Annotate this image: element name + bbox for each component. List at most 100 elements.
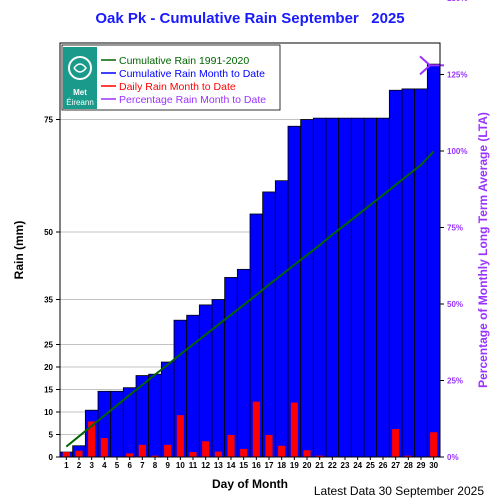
x-tick-label: 26 xyxy=(379,461,388,470)
x-tick-label: 10 xyxy=(176,461,185,470)
right-tick-label: 100% xyxy=(447,147,467,156)
x-tick-label: 24 xyxy=(353,461,362,470)
cumulative-bar xyxy=(160,361,175,458)
x-tick-label: 6 xyxy=(127,461,132,470)
cumulative-bar xyxy=(338,117,352,458)
y-tick-label: 15 xyxy=(44,386,53,395)
cumulative-bar xyxy=(186,314,200,458)
x-tick-label: 8 xyxy=(153,461,158,470)
y-tick-label: 10 xyxy=(44,408,53,417)
legend: Met Éireann Cumulative Rain 1991-2020 Cu… xyxy=(61,44,281,111)
right-tick-label: 0% xyxy=(447,453,459,462)
daily-bar xyxy=(240,448,248,457)
right-axis-label: Percentage of Monthly Long Term Average … xyxy=(476,112,490,388)
y-tick-label: 0 xyxy=(49,453,54,462)
legend-label-daily: Daily Rain Month to Date xyxy=(119,81,236,93)
x-tick-label: 28 xyxy=(404,461,413,470)
cumulative-bar xyxy=(350,117,365,458)
right-tick-label: 25% xyxy=(447,377,463,386)
cumulative-bar xyxy=(198,304,213,458)
daily-bar xyxy=(138,444,146,457)
daily-bar xyxy=(278,445,286,457)
y-tick-label: 20 xyxy=(44,363,53,372)
daily-bar xyxy=(265,434,273,457)
x-tick-label: 9 xyxy=(165,461,170,470)
y-tick-label: 35 xyxy=(44,296,53,305)
x-tick-label: 29 xyxy=(417,461,426,470)
x-tick-label: 14 xyxy=(227,461,236,470)
x-tick-label: 15 xyxy=(239,461,248,470)
cumulative-bar xyxy=(211,299,226,458)
daily-bar xyxy=(316,455,324,457)
x-tick-label: 27 xyxy=(391,461,400,470)
y-axis-ticks: 0 5 10 15 20 25 35 50 75 xyxy=(44,116,60,462)
daily-bar xyxy=(88,421,96,457)
daily-bar xyxy=(62,452,70,457)
daily-bar xyxy=(404,455,412,457)
lta-line xyxy=(65,150,435,448)
y-axis-label: Rain (mm) xyxy=(12,221,26,280)
cumulative-bar xyxy=(363,117,378,458)
cumulative-bar xyxy=(274,180,289,458)
cumulative-bar xyxy=(325,117,340,458)
x-tick-label: 19 xyxy=(290,461,299,470)
daily-bar xyxy=(164,444,172,457)
daily-bar xyxy=(303,450,311,457)
daily-bar xyxy=(75,450,83,457)
logo-text-eireann: Éireann xyxy=(66,98,94,107)
chart-title: Oak Pk - Cumulative Rain September 2025 xyxy=(95,10,404,27)
x-tick-label: 1 xyxy=(64,461,69,470)
plot-frame xyxy=(59,42,441,458)
right-tick-label: 125% xyxy=(447,71,467,80)
daily-bar xyxy=(151,455,159,457)
y-tick-label: 25 xyxy=(44,341,53,350)
legend-label-lta: Cumulative Rain 1991-2020 xyxy=(119,55,249,67)
cumulative-bar xyxy=(148,373,162,458)
x-tick-label: 3 xyxy=(89,461,94,470)
cumulative-bar xyxy=(376,117,390,458)
cumulative-bar xyxy=(312,117,327,458)
daily-bar xyxy=(176,415,184,457)
daily-bar xyxy=(290,402,298,457)
cumulative-bar xyxy=(262,191,276,458)
right-tick-label: 75% xyxy=(447,224,463,233)
x-tick-label: 4 xyxy=(102,461,107,470)
cumulative-bar xyxy=(401,88,416,458)
x-tick-label: 13 xyxy=(214,461,223,470)
right-axis-ticks: 0% 25% 50% 75% 100% 125% 150% xyxy=(440,0,467,462)
x-tick-label: 18 xyxy=(277,461,286,470)
daily-bars xyxy=(62,401,438,457)
legend-label-cumulative: Cumulative Rain Month to Date xyxy=(119,68,265,80)
x-axis-label: Day of Month xyxy=(212,477,288,491)
daily-bar xyxy=(252,401,260,457)
daily-bar xyxy=(202,441,210,457)
x-tick-label: 23 xyxy=(341,461,350,470)
x-tick-label: 25 xyxy=(366,461,375,470)
daily-bar xyxy=(126,453,134,457)
legend-box xyxy=(61,44,281,111)
daily-bar xyxy=(392,429,400,457)
met-eireann-logo: Met Éireann xyxy=(63,47,97,109)
x-axis-ticks: 1 2 3 4 5 6 7 8 9 10 11 12 13 14 15 16 17 18 19 20 21 22 23 24 2… xyxy=(64,457,439,470)
daily-bar xyxy=(100,438,108,457)
legend-label-percentage: Percentage Rain Month to Date xyxy=(119,94,266,106)
cumulative-bar xyxy=(236,268,251,458)
y-tick-label: 50 xyxy=(44,228,53,237)
daily-bar xyxy=(214,451,222,457)
right-tick-label: 50% xyxy=(447,300,463,309)
daily-bar xyxy=(189,452,197,457)
cumulative-bar xyxy=(426,63,441,458)
y-tick-label: 5 xyxy=(49,431,54,440)
y-tick-label: 75 xyxy=(44,116,53,125)
cumulative-bar xyxy=(224,277,238,458)
daily-bar xyxy=(430,432,438,457)
x-tick-label: 22 xyxy=(328,461,337,470)
cumulative-bar xyxy=(414,88,428,458)
daily-bar xyxy=(227,434,235,457)
x-tick-label: 5 xyxy=(115,461,120,470)
cumulative-bar xyxy=(300,119,314,458)
x-tick-label: 17 xyxy=(265,461,274,470)
logo-text-met: Met xyxy=(73,88,87,97)
x-tick-label: 11 xyxy=(189,461,198,470)
